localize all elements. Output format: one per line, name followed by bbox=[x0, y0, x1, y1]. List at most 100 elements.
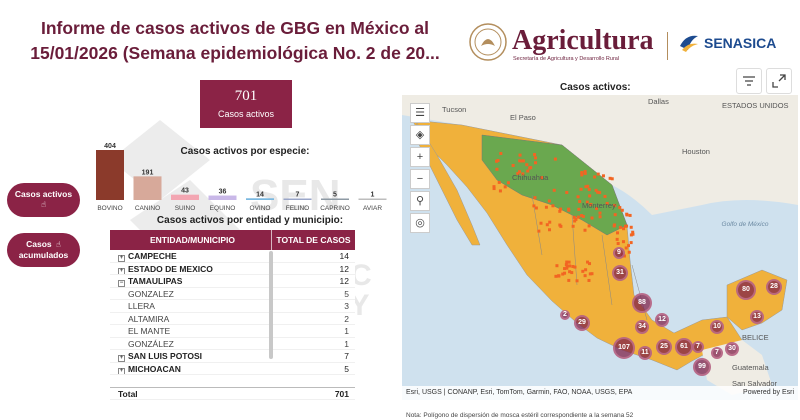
table-scrollbar[interactable] bbox=[268, 251, 274, 399]
outbreak-marker bbox=[492, 185, 496, 189]
cases-map[interactable]: ☰ ◈ + − ⚲ ◎ Tucson El Paso Dallas Housto… bbox=[402, 95, 798, 400]
map-cluster[interactable]: 7 bbox=[711, 347, 723, 359]
map-cluster[interactable]: 12 bbox=[655, 313, 669, 327]
table-header: ENTIDAD/MUNICIPIO TOTAL DE CASOS bbox=[110, 230, 355, 250]
bar-equino[interactable] bbox=[208, 195, 237, 200]
outbreak-marker bbox=[565, 260, 569, 264]
map-cluster[interactable]: 9 bbox=[613, 247, 625, 259]
bar-bovino[interactable] bbox=[96, 150, 124, 200]
bar-felino[interactable] bbox=[283, 198, 312, 201]
row-entity: LLERA bbox=[110, 300, 271, 312]
outbreak-marker bbox=[559, 224, 563, 228]
bar-category-label: FELINO bbox=[286, 205, 309, 212]
col-entity-header[interactable]: ENTIDAD/MUNICIPIO bbox=[150, 235, 235, 245]
map-search-button[interactable]: ⚲ bbox=[410, 191, 430, 211]
outbreak-marker bbox=[620, 208, 624, 212]
powered-by-esri[interactable]: Powered by Esri bbox=[743, 389, 794, 396]
map-cluster[interactable]: 88 bbox=[632, 293, 652, 313]
filter-button[interactable] bbox=[736, 68, 762, 94]
table-row-state[interactable]: − TAMAULIPAS 12 bbox=[110, 275, 355, 288]
map-cluster[interactable]: 25 bbox=[656, 339, 672, 355]
expand-icon[interactable]: + bbox=[118, 255, 125, 262]
map-cluster[interactable]: 28 bbox=[766, 279, 782, 295]
row-entity: − TAMAULIPAS bbox=[110, 275, 271, 287]
outbreak-marker bbox=[603, 194, 607, 198]
table-row-state[interactable]: + MICHOACAN 5 bbox=[110, 363, 355, 375]
map-cluster[interactable]: 31 bbox=[612, 265, 628, 281]
outbreak-marker bbox=[579, 187, 583, 191]
outbreak-marker bbox=[631, 230, 635, 234]
map-cluster[interactable]: 11 bbox=[638, 346, 652, 360]
active-cases-button[interactable]: Casos activos ☝ bbox=[7, 183, 80, 217]
outbreak-marker bbox=[540, 176, 544, 180]
expand-icon[interactable]: + bbox=[118, 267, 125, 274]
expand-icon[interactable]: + bbox=[118, 367, 125, 374]
total-value: 701 bbox=[334, 389, 349, 399]
map-label-houston: Houston bbox=[682, 147, 710, 156]
table-row-state[interactable]: + CAMPECHE 14 bbox=[110, 250, 355, 263]
map-locate-button[interactable]: ◎ bbox=[410, 213, 430, 233]
map-cluster[interactable]: 29 bbox=[574, 315, 590, 331]
table-scrollbar-thumb[interactable] bbox=[269, 251, 273, 359]
outbreak-marker bbox=[584, 268, 588, 272]
bar-canino[interactable] bbox=[133, 176, 162, 200]
outbreak-marker bbox=[612, 224, 616, 228]
table-row-state[interactable]: + ESTADO DE MEXICO 12 bbox=[110, 263, 355, 275]
map-cluster[interactable]: 2 bbox=[560, 310, 570, 320]
table-row-total: Total 701 bbox=[110, 387, 355, 400]
outbreak-marker bbox=[601, 174, 605, 178]
map-zoom-out-button[interactable]: − bbox=[410, 169, 430, 189]
map-cluster[interactable]: 107 bbox=[613, 337, 635, 359]
row-entity-name: ESTADO DE MEXICO bbox=[128, 263, 213, 274]
table-row-municipality[interactable]: GONZÁLEZ 1 bbox=[110, 338, 355, 350]
map-cluster[interactable]: 99 bbox=[693, 358, 711, 376]
map-cluster[interactable]: 13 bbox=[750, 310, 764, 324]
outbreak-marker bbox=[532, 204, 536, 208]
bar-value-label: 36 bbox=[219, 189, 227, 196]
map-cluster[interactable]: 80 bbox=[736, 280, 756, 300]
outbreak-marker bbox=[518, 159, 522, 163]
outbreak-marker bbox=[559, 207, 563, 211]
bar-category-label: EQUINO bbox=[210, 205, 236, 212]
bar-value-label: 404 bbox=[104, 143, 116, 150]
map-cluster[interactable]: 10 bbox=[710, 320, 724, 334]
bar-ovino[interactable] bbox=[246, 198, 274, 200]
row-entity-name: EL MANTE bbox=[128, 326, 171, 336]
total-active-cases-card[interactable]: 701 Casos activos bbox=[200, 80, 292, 128]
bar-caprino[interactable] bbox=[321, 198, 349, 201]
expand-button[interactable] bbox=[766, 68, 792, 94]
bar-category-label: CANINO bbox=[135, 205, 160, 212]
map-menu-button[interactable]: ☰ bbox=[410, 103, 430, 123]
bar-aviar[interactable] bbox=[358, 198, 387, 201]
map-label-guatemala: Guatemala bbox=[732, 363, 769, 372]
outbreak-marker bbox=[586, 184, 590, 188]
map-cluster[interactable]: 7 bbox=[692, 341, 704, 353]
outbreak-marker bbox=[618, 206, 622, 210]
outbreak-marker bbox=[503, 185, 507, 189]
table-row-state[interactable]: + SAN LUIS POTOSI 7 bbox=[110, 350, 355, 363]
map-layers-button[interactable]: ◈ bbox=[410, 125, 430, 145]
map-zoom-in-button[interactable]: + bbox=[410, 147, 430, 167]
table-row-municipality[interactable]: EL MANTE 1 bbox=[110, 325, 355, 338]
bar-suino[interactable] bbox=[171, 194, 199, 200]
col-total-header[interactable]: TOTAL DE CASOS bbox=[271, 230, 355, 250]
bar-value-label: 43 bbox=[181, 188, 189, 195]
table-row-municipality[interactable]: LLERA 3 bbox=[110, 300, 355, 313]
outbreak-marker bbox=[616, 241, 620, 245]
map-cluster[interactable]: 30 bbox=[725, 342, 739, 356]
cumulative-cases-button-label-1: Casos bbox=[26, 239, 52, 249]
outbreak-marker bbox=[521, 172, 525, 176]
row-entity: + ESTADO DE MEXICO bbox=[110, 263, 271, 274]
map-cluster[interactable]: 61 bbox=[675, 338, 693, 356]
collapse-icon[interactable]: − bbox=[118, 280, 125, 287]
map-attribution: Esri, USGS | CONANP, Esri, TomTom, Garmi… bbox=[402, 386, 798, 400]
outbreak-marker bbox=[624, 246, 628, 250]
bar-category-label: SUINO bbox=[175, 205, 196, 212]
row-total: 7 bbox=[344, 351, 349, 361]
expand-icon[interactable]: + bbox=[118, 355, 125, 362]
cumulative-cases-button[interactable]: Casos ☝ acumulados bbox=[7, 233, 80, 267]
outbreak-marker bbox=[586, 260, 590, 264]
table-row-municipality[interactable]: ALTAMIRA 2 bbox=[110, 313, 355, 325]
map-cluster[interactable]: 34 bbox=[635, 320, 649, 334]
table-row-municipality[interactable]: GONZALEZ 5 bbox=[110, 288, 355, 300]
